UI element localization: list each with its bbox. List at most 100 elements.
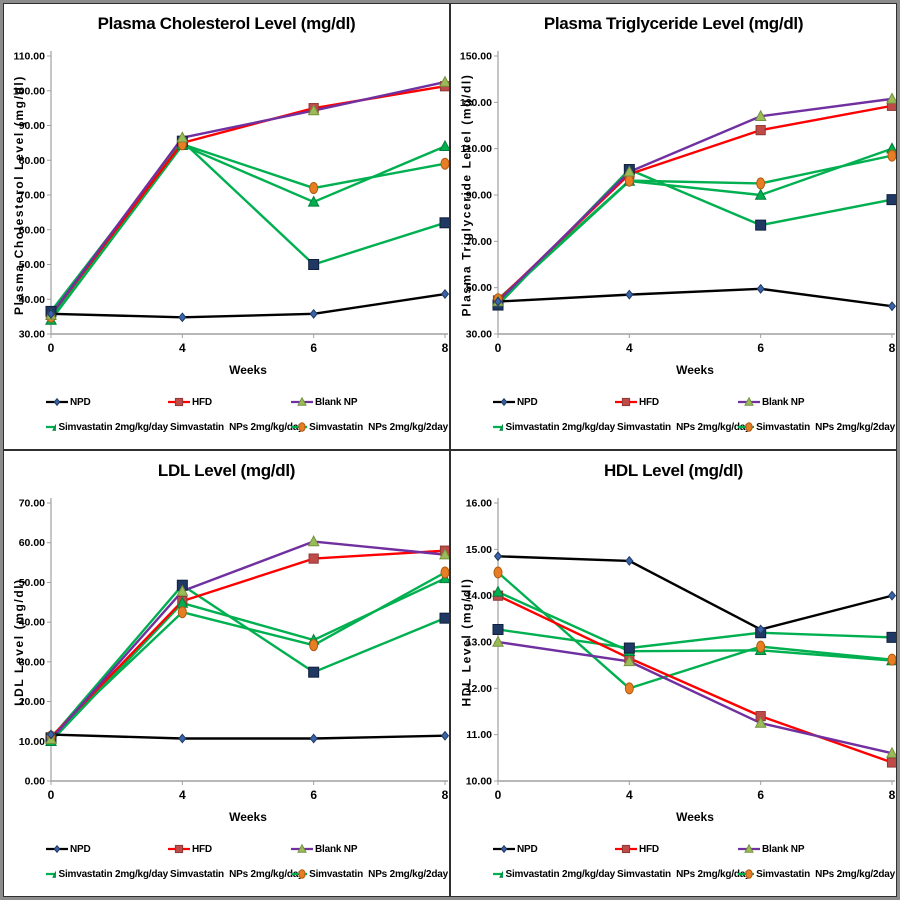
svg-text:130.00: 130.00 [460, 97, 492, 109]
svg-text:6: 6 [757, 341, 764, 355]
legend-item: NPD [46, 842, 168, 856]
svg-text:40.00: 40.00 [19, 617, 45, 629]
legend-item: HFD [615, 395, 738, 409]
svg-text:110.00: 110.00 [13, 51, 45, 63]
legend-marker-icon [46, 422, 57, 431]
legend-label: Simvastatin NPs 2mg/kg/2day [756, 421, 895, 433]
x-axis-label: Weeks [676, 810, 714, 824]
legend-label: Blank NP [315, 396, 358, 408]
svg-text:50.00: 50.00 [19, 577, 45, 589]
svg-text:50.00: 50.00 [19, 259, 45, 271]
legend: NPD HFD Blank NP Simvastatin 2mg/kg/day Simv… [493, 395, 895, 434]
chart-panel-ldl: 0.00 10.00 20.00 30.00 40.00 50.00 60.00 70.00 0… [3, 450, 450, 897]
svg-text:0.00: 0.00 [25, 776, 46, 788]
svg-text:150.00: 150.00 [460, 51, 492, 63]
svg-text:8: 8 [442, 788, 449, 802]
legend-label: NPD [517, 396, 538, 408]
legend-marker-icon [493, 869, 504, 878]
legend-item: Simvastatin NPs 2mg/kg/2day [738, 420, 895, 434]
svg-text:14.00: 14.00 [466, 590, 492, 602]
svg-text:6: 6 [310, 788, 317, 802]
svg-text:0: 0 [48, 341, 55, 355]
legend-item: Simvastatin NPs 2mg/kg/2day [291, 420, 448, 434]
svg-text:30.00: 30.00 [19, 656, 45, 668]
legend-marker-icon [46, 397, 68, 407]
chart-title: HDL Level (mg/dl) [603, 461, 744, 480]
legend-marker-icon [291, 422, 308, 432]
legend-label: Simvastatin NPs 2mg/kg/day [170, 421, 304, 433]
legend-marker-icon [291, 843, 313, 853]
legend-marker-icon [493, 397, 515, 407]
chart-panel-plasma-triglyceride: 30.00 50.00 70.00 90.00 110.00 130.00 150.00 0 4… [450, 3, 897, 450]
legend-marker-icon [168, 844, 190, 854]
legend-marker-icon [46, 844, 68, 854]
svg-text:10.00: 10.00 [466, 776, 492, 788]
svg-text:70.00: 70.00 [19, 190, 45, 202]
svg-text:60.00: 60.00 [19, 537, 45, 549]
legend-label: NPD [70, 843, 91, 855]
legend-label: Simvastatin NPs 2mg/kg/day [617, 421, 751, 433]
legend-label: Simvastatin NPs 2mg/kg/2day [309, 421, 448, 433]
legend-label: NPD [517, 843, 538, 855]
legend-item: Simvastatin NPs 2mg/kg/2day [738, 867, 895, 881]
legend-item: NPD [493, 842, 615, 856]
svg-text:0: 0 [48, 788, 55, 802]
svg-text:6: 6 [757, 788, 764, 802]
svg-text:4: 4 [626, 788, 633, 802]
svg-text:12.00: 12.00 [466, 683, 492, 695]
svg-text:6: 6 [310, 341, 317, 355]
svg-text:8: 8 [889, 341, 896, 355]
legend-label: Simvastatin NPs 2mg/kg/day [617, 868, 751, 880]
svg-text:0: 0 [495, 788, 502, 802]
legend: NPD HFD Blank NP Simvastatin 2mg/kg/day Simv… [46, 842, 448, 881]
svg-text:90.00: 90.00 [19, 120, 45, 132]
legend-label: HFD [639, 396, 659, 408]
svg-text:8: 8 [889, 788, 896, 802]
legend-label: Simvastatin 2mg/kg/day [58, 868, 168, 880]
legend-label: Simvastatin NPs 2mg/kg/day [170, 868, 304, 880]
legend-label: Blank NP [315, 843, 358, 855]
svg-text:80.00: 80.00 [19, 155, 45, 167]
legend-marker-icon [738, 396, 760, 406]
legend-marker-icon [291, 396, 313, 406]
legend: NPD HFD Blank NP Simvastatin 2mg/kg/day Simv… [46, 395, 448, 434]
svg-text:11.00: 11.00 [466, 729, 492, 741]
legend-marker-icon [738, 843, 760, 853]
chart-title: LDL Level (mg/dl) [157, 461, 296, 480]
svg-text:4: 4 [179, 341, 186, 355]
legend-marker-icon [168, 397, 190, 407]
plot-svg: 10.00 11.00 12.00 13.00 14.00 15.00 16.00 0 4 6 8 [466, 498, 896, 802]
legend-marker-icon [738, 869, 755, 879]
svg-text:16.00: 16.00 [466, 498, 492, 510]
svg-text:70.00: 70.00 [466, 236, 492, 248]
legend: NPD HFD Blank NP Simvastatin 2mg/kg/day Simv… [493, 842, 895, 881]
svg-text:0: 0 [495, 341, 502, 355]
legend-marker-icon [738, 422, 755, 432]
svg-text:20.00: 20.00 [19, 696, 45, 708]
y-axis-label: HDL Level (mg/dl) [459, 577, 473, 707]
legend-item: Blank NP [738, 395, 895, 409]
legend-item: Blank NP [738, 842, 895, 856]
legend-item: NPD [46, 395, 168, 409]
legend-item: Simvastatin 2mg/kg/day [493, 867, 615, 881]
legend-marker-icon [615, 397, 637, 407]
y-axis-label: LDL Level (mg/dl) [12, 578, 26, 706]
svg-text:10.00: 10.00 [19, 736, 45, 748]
svg-text:4: 4 [179, 788, 186, 802]
legend-item: Blank NP [291, 395, 448, 409]
svg-text:15.00: 15.00 [466, 544, 492, 556]
legend-marker-icon [493, 844, 515, 854]
chart-title: Plasma Cholesterol Level (mg/dl) [97, 14, 356, 33]
legend-label: Blank NP [762, 396, 805, 408]
svg-text:50.00: 50.00 [466, 282, 492, 294]
legend-marker-icon [493, 422, 504, 431]
chart-panel-plasma-cholesterol: 30.00 40.00 50.00 60.00 70.00 80.00 90.00 100.0… [3, 3, 450, 450]
x-axis-label: Weeks [676, 363, 714, 377]
legend-item: Simvastatin NPs 2mg/kg/day [615, 867, 751, 881]
svg-text:90.00: 90.00 [466, 190, 492, 202]
x-axis-label: Weeks [229, 363, 267, 377]
legend-label: HFD [192, 396, 212, 408]
legend-item: NPD [493, 395, 615, 409]
x-axis-label: Weeks [229, 810, 267, 824]
